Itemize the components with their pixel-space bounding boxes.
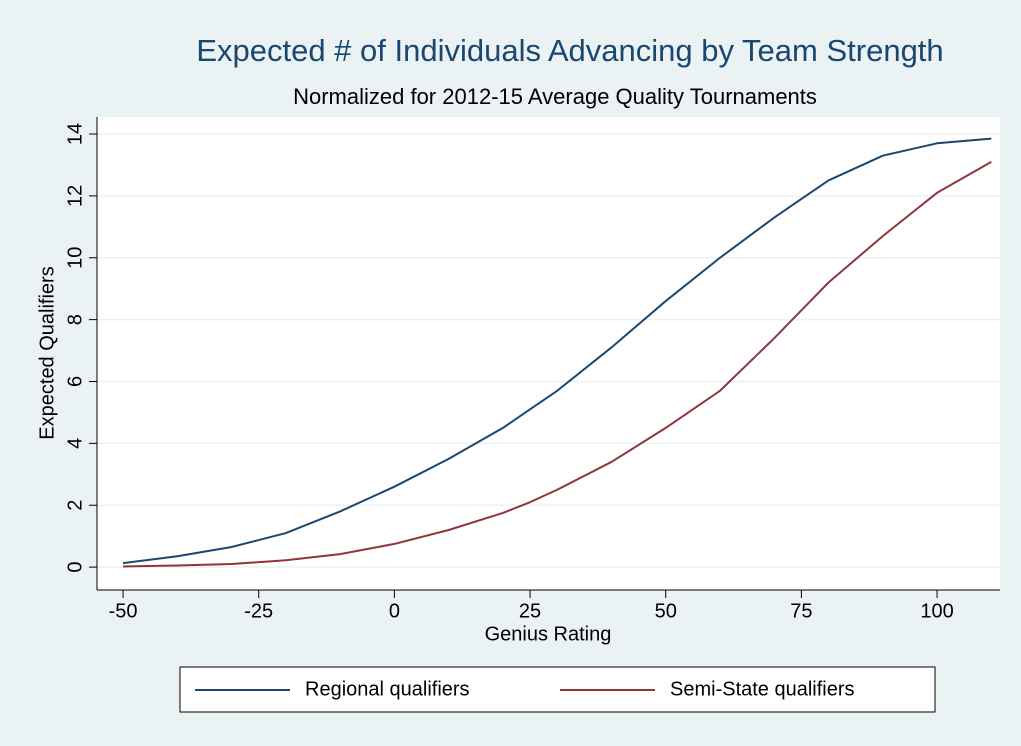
y-tick-label: 0	[64, 562, 86, 573]
y-tick-label: 10	[64, 247, 86, 269]
chart-subtitle: Normalized for 2012-15 Average Quality T…	[293, 84, 817, 109]
legend-label: Semi-State qualifiers	[670, 678, 855, 700]
series-line	[123, 160, 992, 568]
x-tick-label: 25	[519, 600, 541, 622]
legend-label: Regional qualifiers	[305, 678, 470, 700]
y-tick-label: 8	[64, 314, 86, 325]
x-tick-label: -50	[109, 600, 138, 622]
series-line	[122, 137, 992, 565]
x-tick-label: 0	[389, 600, 400, 622]
x-tick-label: 100	[920, 600, 953, 622]
plot-area	[97, 117, 1000, 590]
x-axis-title: Genius Rating	[485, 623, 612, 645]
x-tick-label: 75	[790, 600, 812, 622]
y-tick-label: 6	[64, 376, 86, 387]
y-tick-label: 14	[64, 123, 86, 145]
y-tick-label: 12	[64, 185, 86, 207]
y-axis-title: Expected Qualifiers	[36, 266, 58, 439]
x-tick-label: 50	[655, 600, 677, 622]
chart-title: Expected # of Individuals Advancing by T…	[196, 33, 943, 68]
y-tick-label: 2	[64, 500, 86, 511]
y-tick-label: 4	[64, 438, 86, 449]
legend	[179, 666, 936, 713]
x-tick-label: -25	[244, 600, 273, 622]
